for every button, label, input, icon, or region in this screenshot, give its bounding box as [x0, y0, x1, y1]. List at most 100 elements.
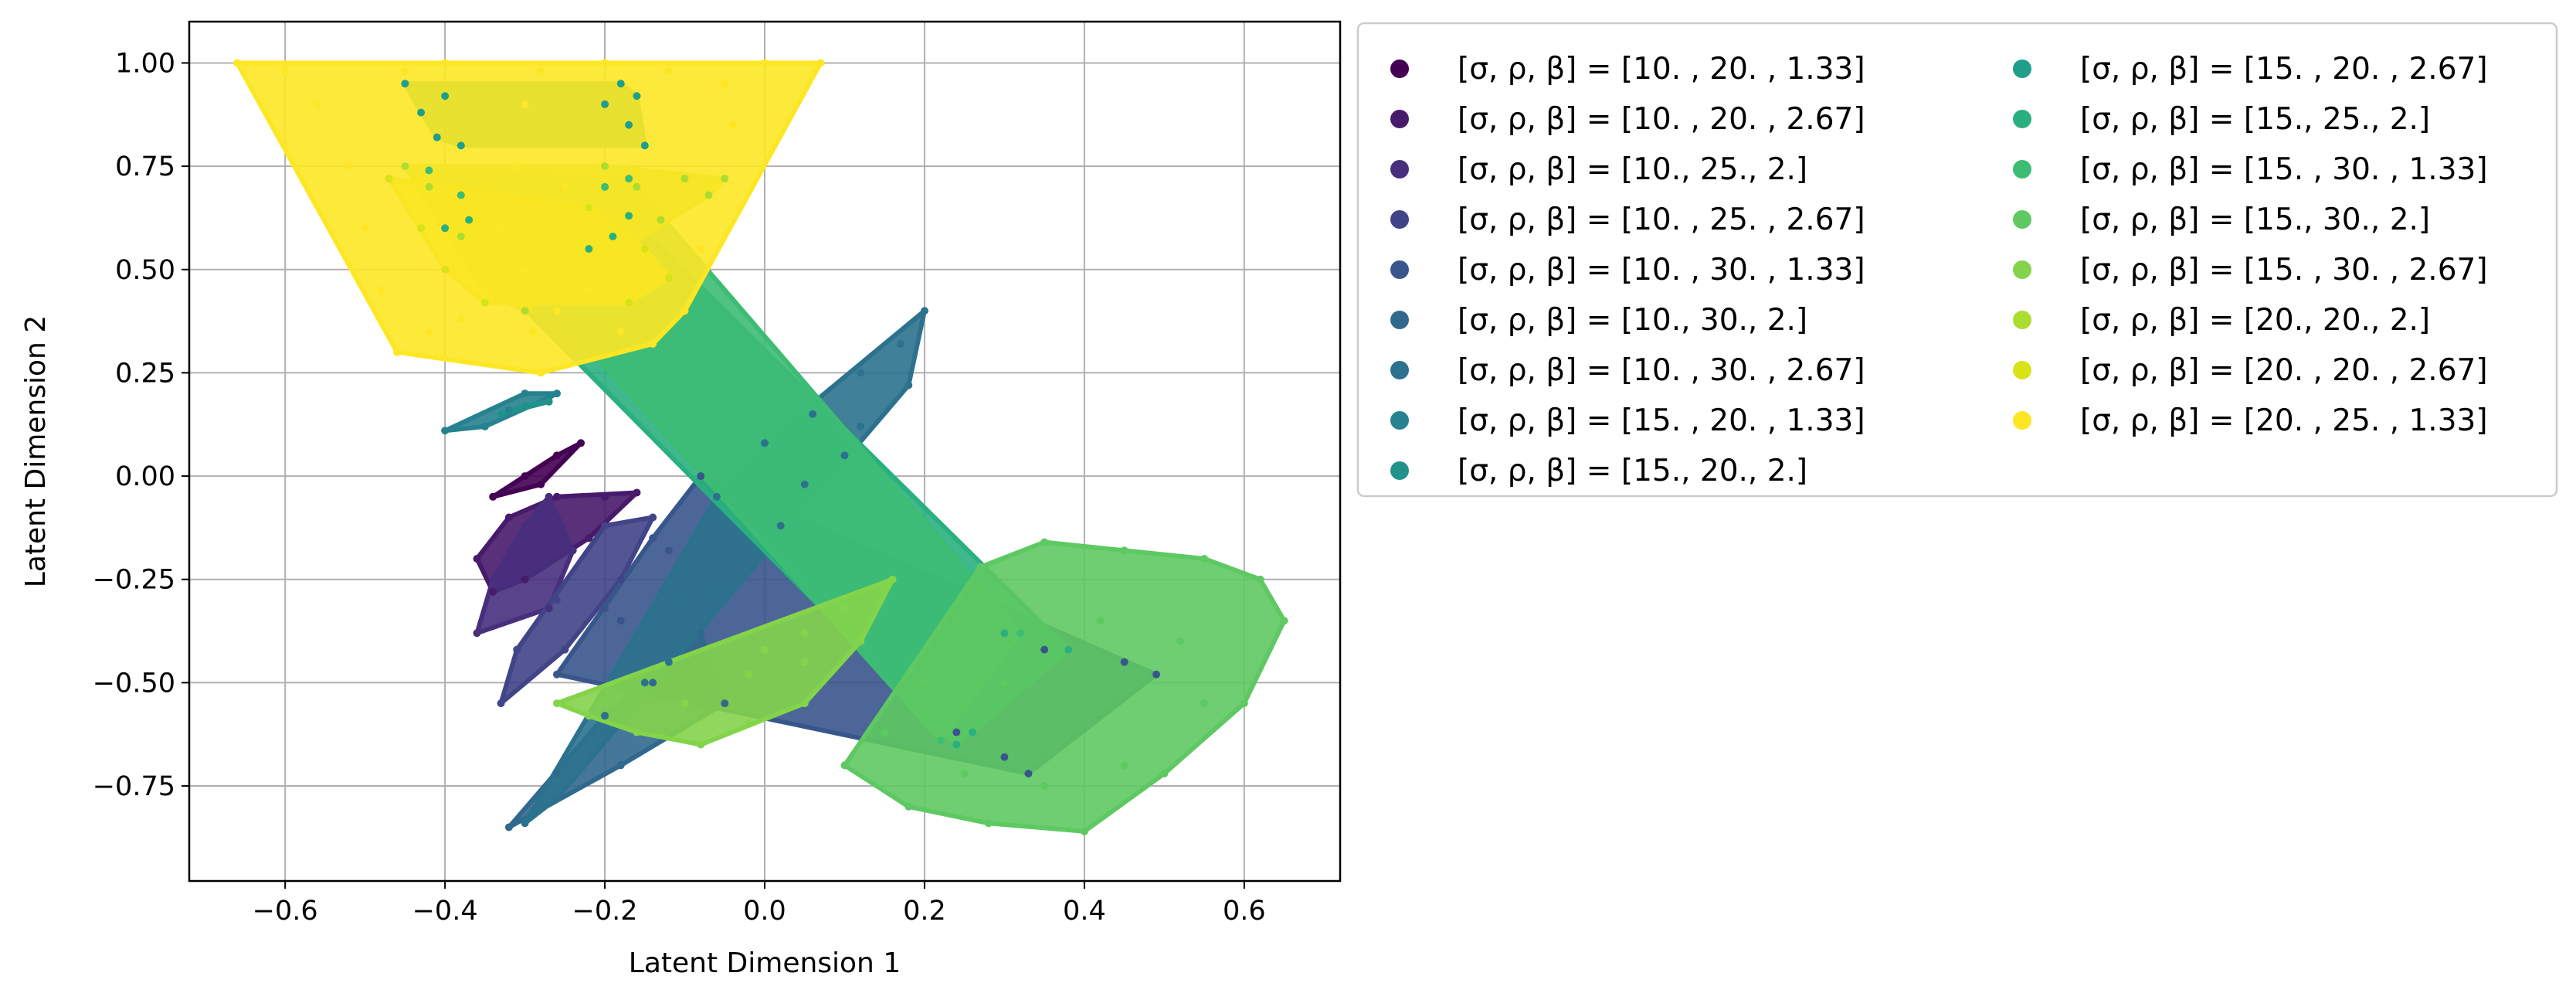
legend-label: [σ, ρ, β] = [15. , 20. , 1.33] — [1458, 403, 1865, 438]
data-point-series-12 — [1000, 679, 1009, 687]
data-point-series-1 — [504, 513, 513, 522]
data-point-series-10 — [969, 728, 977, 736]
data-point-series-6 — [809, 410, 817, 418]
legend-label: [σ, ρ, β] = [15. , 30. , 2.67] — [2080, 253, 2488, 287]
data-point-series-14 — [657, 216, 665, 224]
data-point-series-12 — [1200, 699, 1209, 708]
data-point-series-11 — [1016, 629, 1025, 638]
data-point-series-2 — [568, 546, 577, 555]
legend-label: [σ, ρ, β] = [10. , 20. , 1.33] — [1458, 52, 1865, 87]
data-point-series-16 — [537, 369, 545, 377]
data-point-series-13 — [800, 629, 809, 638]
data-point-series-14 — [704, 191, 713, 199]
data-point-series-9 — [456, 141, 465, 150]
data-point-series-16 — [233, 59, 242, 67]
data-point-series-16 — [513, 162, 521, 171]
data-point-series-16 — [344, 162, 353, 171]
x-tick-label: 0.2 — [903, 896, 946, 927]
data-point-series-13 — [800, 658, 809, 666]
data-point-series-16 — [816, 59, 825, 67]
data-point-series-0 — [577, 439, 585, 447]
x-tick-label: 0.4 — [1063, 896, 1106, 927]
plot-area — [188, 20, 1342, 883]
data-point-series-16 — [528, 327, 537, 335]
data-point-series-16 — [456, 315, 465, 323]
data-point-series-12 — [1040, 538, 1049, 546]
data-point-series-12 — [920, 679, 928, 687]
data-point-series-6 — [761, 439, 769, 447]
data-point-series-7 — [504, 406, 513, 414]
data-point-series-13 — [633, 728, 641, 736]
data-point-series-7 — [552, 389, 561, 398]
data-point-series-13 — [881, 583, 889, 592]
data-point-series-7 — [480, 422, 489, 430]
x-tick-label: −0.2 — [572, 896, 638, 927]
data-point-series-9 — [640, 141, 649, 150]
legend-label: [σ, ρ, β] = [20., 20., 2.] — [2080, 303, 2430, 338]
data-point-series-13 — [888, 575, 897, 583]
data-point-series-13 — [800, 699, 809, 708]
data-point-series-12 — [904, 802, 913, 811]
data-point-series-6 — [521, 819, 529, 828]
data-point-series-6 — [601, 728, 609, 736]
data-point-series-12 — [1040, 782, 1049, 791]
data-point-series-16 — [521, 265, 529, 274]
y-tick-label: 0.00 — [115, 461, 175, 492]
data-point-series-12 — [1280, 617, 1288, 625]
data-point-series-9 — [441, 92, 450, 100]
data-point-series-12 — [1096, 617, 1105, 625]
data-point-series-1 — [552, 492, 561, 501]
legend-label: [σ, ρ, β] = [15., 25., 2.] — [2080, 102, 2430, 137]
y-axis-label: Latent Dimension 2 — [20, 315, 52, 587]
data-point-series-15 — [417, 224, 426, 233]
data-point-series-9 — [633, 92, 641, 100]
data-point-series-14 — [680, 175, 689, 183]
y-tick-label: −0.25 — [93, 565, 175, 596]
data-point-series-14 — [521, 307, 529, 315]
data-point-series-6 — [776, 522, 785, 530]
data-point-series-6 — [800, 480, 809, 488]
data-point-series-16 — [728, 121, 737, 129]
data-point-series-13 — [840, 604, 849, 613]
legend-marker — [1390, 311, 1409, 329]
data-point-series-4 — [601, 604, 609, 613]
data-point-series-2 — [545, 604, 553, 613]
data-point-series-16 — [393, 348, 402, 356]
legend-marker — [2013, 311, 2031, 329]
data-point-series-16 — [480, 286, 489, 294]
data-point-series-4 — [649, 534, 657, 543]
data-point-series-13 — [552, 699, 561, 708]
data-point-series-3 — [513, 645, 521, 654]
data-point-series-5 — [616, 761, 625, 770]
y-tick-label: 1.00 — [115, 48, 175, 79]
data-point-series-10 — [952, 740, 961, 749]
legend-marker — [1390, 361, 1409, 379]
data-point-series-14 — [633, 182, 641, 191]
data-point-series-12 — [976, 563, 985, 571]
data-point-series-0 — [537, 480, 545, 488]
data-point-series-16 — [552, 307, 561, 315]
data-point-series-12 — [1160, 770, 1169, 777]
data-point-series-16 — [521, 100, 529, 108]
data-point-series-1 — [521, 575, 529, 583]
data-point-series-4 — [1040, 645, 1049, 654]
data-point-series-8 — [521, 402, 529, 410]
data-point-series-8 — [497, 410, 505, 418]
legend: [σ, ρ, β] = [10. , 20. , 1.33] [σ, ρ, β] … — [1356, 22, 2558, 498]
data-point-series-3 — [552, 596, 561, 604]
data-point-series-12 — [1176, 637, 1185, 645]
data-point-series-6 — [640, 679, 649, 687]
data-point-series-16 — [664, 67, 673, 76]
data-point-series-15 — [585, 203, 593, 212]
data-point-series-16 — [537, 67, 545, 76]
data-point-series-13 — [680, 699, 689, 708]
data-point-series-7 — [441, 427, 450, 435]
data-point-series-6 — [712, 492, 721, 501]
data-point-series-12 — [1120, 546, 1128, 555]
data-point-series-3 — [561, 645, 569, 654]
data-point-series-16 — [281, 67, 290, 76]
data-point-series-15 — [625, 298, 633, 307]
data-point-series-10 — [441, 224, 450, 233]
data-point-series-6 — [601, 712, 609, 720]
data-point-series-15 — [385, 175, 393, 183]
